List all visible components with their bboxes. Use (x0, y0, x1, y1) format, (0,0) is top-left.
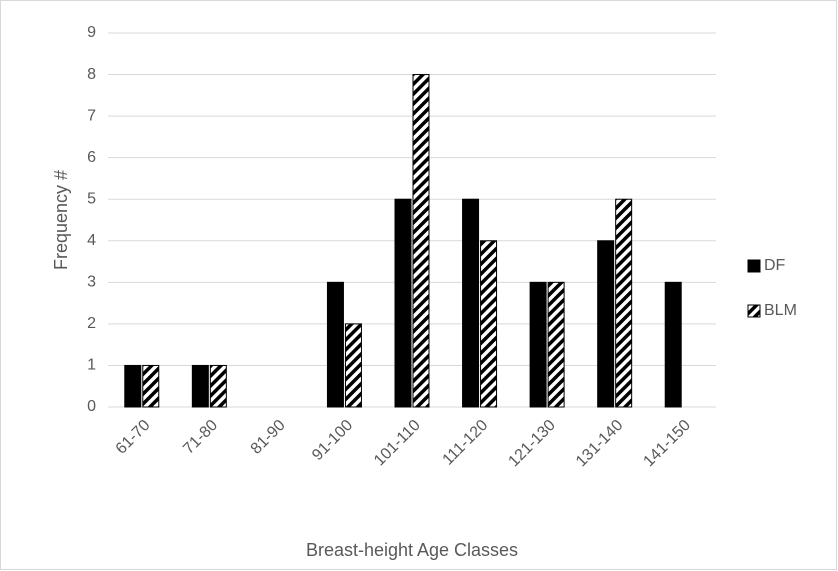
bar (462, 198, 480, 408)
y-tick-label: 1 (87, 357, 96, 374)
bar (480, 240, 498, 408)
y-tick-label: 5 (87, 190, 96, 207)
bar (394, 198, 412, 408)
legend-swatch (747, 304, 761, 318)
y-tick-label: 0 (87, 398, 96, 415)
bar (209, 364, 227, 408)
bar (547, 281, 565, 408)
y-axis-label: Frequency # (51, 170, 71, 270)
y-tick-label: 2 (87, 315, 96, 332)
bar (615, 198, 633, 408)
x-axis-label: Breast-height Age Classes (306, 540, 518, 560)
y-tick-label: 6 (87, 149, 96, 166)
legend-label: BLM (764, 302, 797, 319)
bar (326, 281, 344, 408)
bar (344, 323, 362, 408)
legend-swatch (747, 259, 761, 273)
bar (529, 281, 547, 408)
bar (597, 240, 615, 408)
bar (412, 74, 430, 408)
y-tick-label: 3 (87, 274, 96, 291)
y-tick-label: 4 (87, 232, 96, 249)
y-tick-label: 8 (87, 66, 96, 83)
legend-label: DF (764, 257, 786, 274)
y-tick-label: 9 (87, 24, 96, 41)
bar (191, 364, 209, 408)
y-tick-label: 7 (87, 107, 96, 124)
bar (142, 364, 160, 408)
bar (664, 281, 682, 408)
bar (124, 364, 142, 408)
